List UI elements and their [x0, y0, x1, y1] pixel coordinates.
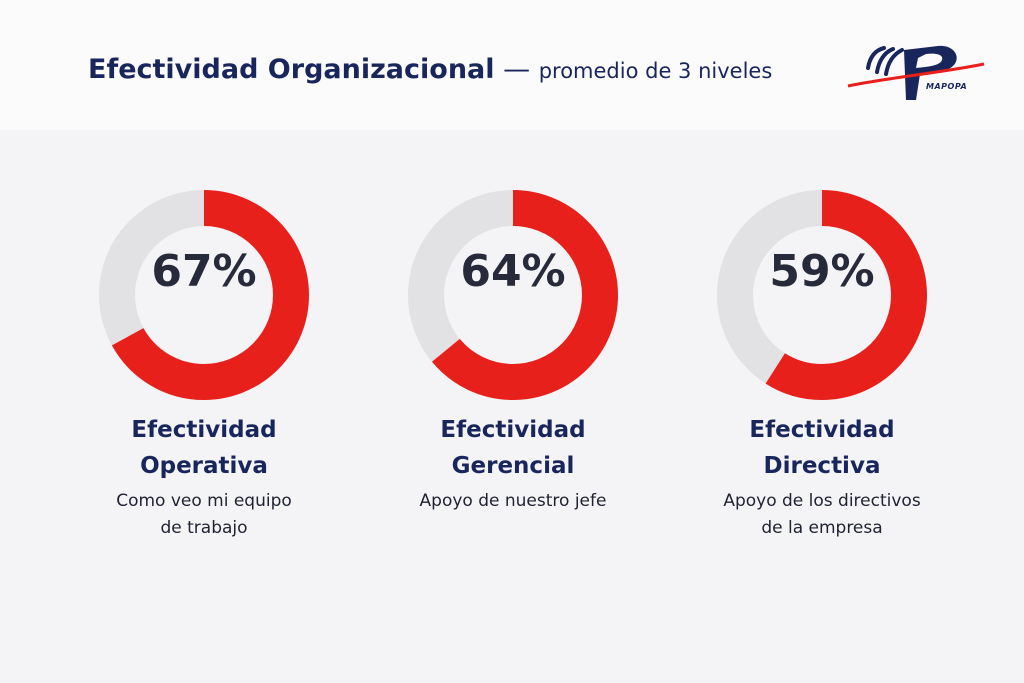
donut-gerencial: [408, 190, 618, 400]
percent-label: 59%: [769, 246, 875, 297]
kpi-title-line1: Efectividad: [440, 417, 586, 443]
percent-label: 67%: [151, 246, 257, 297]
kpi-title: Efectividad Directiva: [672, 412, 972, 484]
company-logo: [847, 45, 985, 100]
donut-arc-value: [408, 190, 618, 400]
kpi-caption: Apoyo de los directivos de la empresa: [672, 488, 972, 542]
donut-arc-value: [99, 190, 309, 400]
kpi-title-line2: Operativa: [140, 453, 268, 479]
kpi-title-line1: Efectividad: [749, 417, 895, 443]
kpi-title-line2: Directiva: [763, 453, 881, 479]
kpi-caption-line2: de trabajo: [160, 518, 248, 538]
kpi-caption-line1: Apoyo de los directivos: [723, 491, 921, 511]
header-band: [0, 0, 1024, 130]
kpi-title: Efectividad Gerencial: [363, 412, 663, 484]
kpi-title-line2: Gerencial: [451, 453, 575, 479]
kpi-caption-line1: Apoyo de nuestro jefe: [419, 491, 607, 511]
kpi-caption: Apoyo de nuestro jefe: [363, 488, 663, 515]
kpi-caption-line2: de la empresa: [761, 518, 883, 538]
kpi-caption-line1: Como veo mi equipo: [116, 491, 292, 511]
page-title: Efectividad Organizacional — promedio de…: [88, 56, 772, 83]
kpi-title: Efectividad Operativa: [54, 412, 354, 484]
kpi-caption: Como veo mi equipo de trabajo: [54, 488, 354, 542]
title-dash: —: [494, 54, 539, 85]
donut-arc-value: [717, 190, 927, 400]
logo-wordmark: MAPOPA: [926, 82, 968, 91]
percent-label: 64%: [460, 246, 566, 297]
title-subtitle: promedio de 3 niveles: [538, 59, 773, 83]
donut-operativa: [99, 190, 309, 400]
donut-directiva: [717, 190, 927, 400]
kpi-title-line1: Efectividad: [131, 417, 277, 443]
title-main: Efectividad Organizacional: [88, 54, 495, 85]
